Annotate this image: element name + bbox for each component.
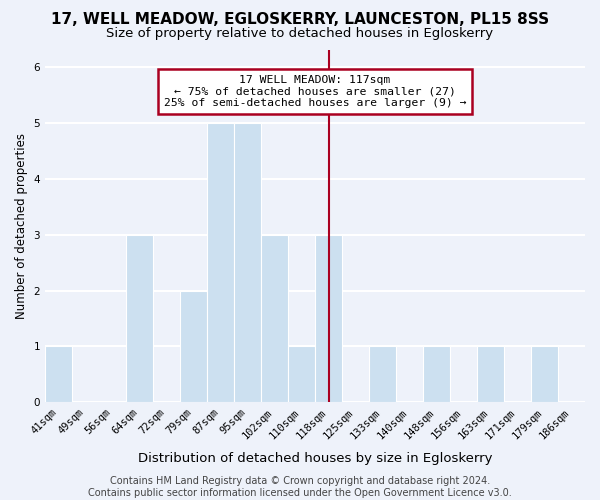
Bar xyxy=(477,346,504,403)
X-axis label: Distribution of detached houses by size in Egloskerry: Distribution of detached houses by size … xyxy=(138,452,492,465)
Text: Size of property relative to detached houses in Egloskerry: Size of property relative to detached ho… xyxy=(106,28,494,40)
Bar xyxy=(423,346,450,403)
Bar xyxy=(531,346,558,403)
Text: Contains HM Land Registry data © Crown copyright and database right 2024.
Contai: Contains HM Land Registry data © Crown c… xyxy=(88,476,512,498)
Text: 17 WELL MEADOW: 117sqm
← 75% of detached houses are smaller (27)
25% of semi-det: 17 WELL MEADOW: 117sqm ← 75% of detached… xyxy=(164,75,466,108)
Bar xyxy=(288,346,315,403)
Bar xyxy=(369,346,396,403)
Bar xyxy=(207,122,234,402)
Bar xyxy=(180,290,207,403)
Bar xyxy=(234,122,261,402)
Bar xyxy=(45,346,72,403)
Bar xyxy=(126,234,153,402)
Bar xyxy=(315,234,342,402)
Y-axis label: Number of detached properties: Number of detached properties xyxy=(15,133,28,319)
Text: 17, WELL MEADOW, EGLOSKERRY, LAUNCESTON, PL15 8SS: 17, WELL MEADOW, EGLOSKERRY, LAUNCESTON,… xyxy=(51,12,549,28)
Bar xyxy=(261,234,288,402)
